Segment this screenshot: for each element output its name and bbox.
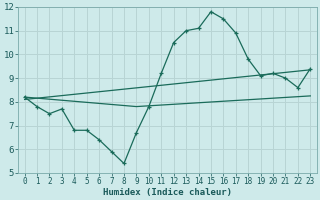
X-axis label: Humidex (Indice chaleur): Humidex (Indice chaleur) xyxy=(103,188,232,197)
